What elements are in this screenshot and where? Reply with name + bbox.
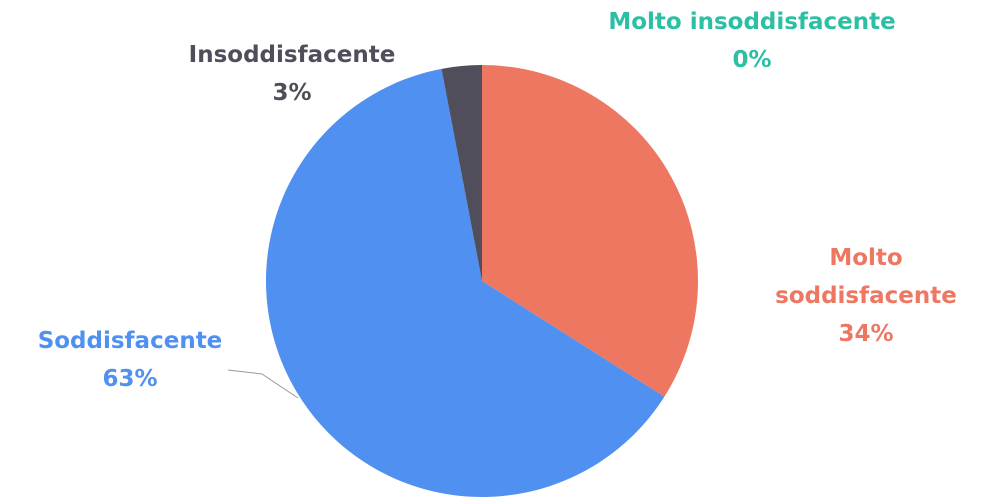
pie-slice	[441, 65, 482, 281]
value-label: 0%	[732, 47, 772, 73]
slice-label: Molto soddisfacente 34%	[756, 239, 976, 353]
slice-label: Molto insoddisfacente 0%	[572, 3, 932, 79]
slice-label: Soddisfacente 63%	[0, 322, 260, 398]
category-label: Insoddisfacente	[188, 42, 396, 68]
value-label: 3%	[272, 80, 312, 106]
category-label: Molto soddisfacente	[775, 245, 957, 309]
pie-slice	[482, 65, 698, 397]
category-label: Soddisfacente	[37, 328, 223, 354]
value-label: 63%	[102, 366, 158, 392]
leader-line	[227, 369, 299, 399]
category-label: Molto insoddisfacente	[608, 9, 896, 35]
slice-label: Insoddisfacente 3%	[142, 36, 442, 112]
pie-slice	[266, 68, 665, 497]
value-label: 34%	[838, 321, 894, 347]
